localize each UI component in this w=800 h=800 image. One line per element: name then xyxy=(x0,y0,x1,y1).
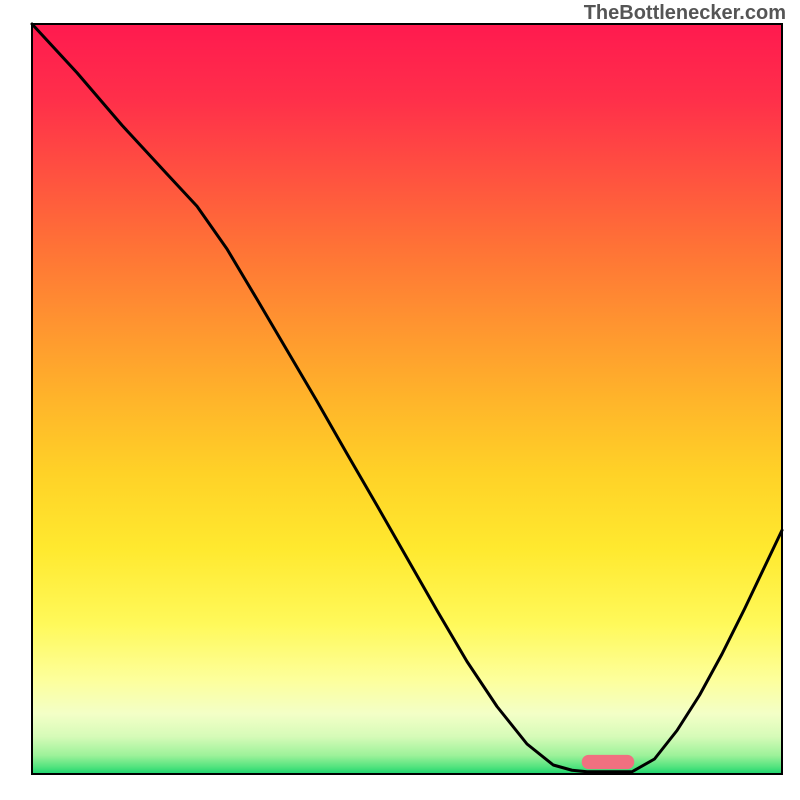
plot-area xyxy=(32,24,782,774)
chart-canvas xyxy=(0,0,800,800)
chart-container: TheBottlenecker.com xyxy=(0,0,800,800)
optimal-marker xyxy=(582,755,635,769)
gradient-background xyxy=(32,24,782,774)
attribution-label: TheBottlenecker.com xyxy=(584,2,786,25)
